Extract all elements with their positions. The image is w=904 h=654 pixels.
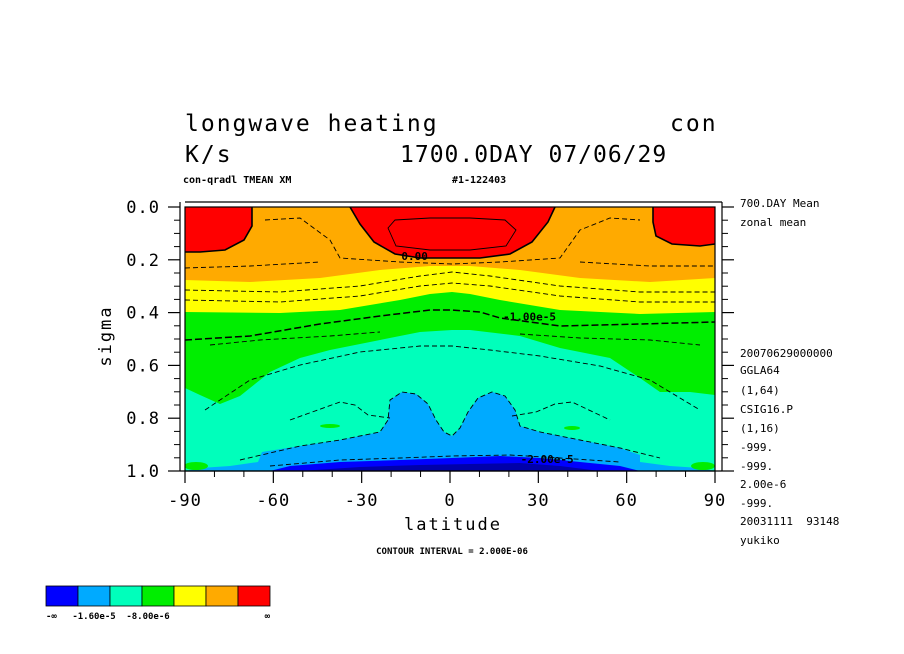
y-tick-label: 0.6 bbox=[126, 356, 160, 376]
side-info-line: (1,16) bbox=[740, 422, 780, 435]
plot-area: 0.00 -1.00e-5 -2.00e-5 -90 -60 -30 0 30 60 90 0.… bbox=[126, 198, 734, 511]
x-axis: -90 -60 -30 0 30 60 90 bbox=[168, 471, 726, 511]
y-tick-label: 0.2 bbox=[126, 251, 160, 271]
colorbar-swatch bbox=[45, 585, 79, 607]
colorbar-swatch bbox=[237, 585, 271, 607]
contour-label: 0.00 bbox=[401, 250, 428, 263]
chart-title: longwave heating bbox=[185, 111, 439, 137]
x-tick-label: 30 bbox=[527, 491, 549, 511]
band-lightblue bbox=[185, 392, 715, 471]
side-info-line: -999. bbox=[740, 441, 773, 454]
contour-neg-a bbox=[264, 217, 641, 265]
colorbar-swatch bbox=[205, 585, 239, 607]
y-axis-title: sigma bbox=[96, 305, 116, 366]
contour-label: -1.00e-5 bbox=[503, 311, 556, 324]
side-info-line: 700.DAY Mean bbox=[740, 197, 819, 210]
band-red-right bbox=[653, 207, 715, 246]
x-tick-label: 60 bbox=[615, 491, 637, 511]
y-axis: 0.0 0.2 0.4 0.6 0.8 1.0 bbox=[126, 198, 734, 482]
contour-neg-b bbox=[185, 261, 715, 269]
colorbar-label: -∞ bbox=[46, 612, 57, 622]
band-green-blob-left bbox=[185, 462, 208, 470]
contour-neg-j bbox=[269, 454, 621, 467]
side-info-line: -999. bbox=[740, 460, 773, 473]
colorbar-swatch bbox=[141, 585, 175, 607]
contour-neg-c bbox=[185, 271, 715, 293]
x-tick-label: -90 bbox=[168, 491, 202, 511]
band-green-blob-right bbox=[691, 462, 715, 470]
contour-neg-f bbox=[209, 331, 701, 346]
x-tick-label: 90 bbox=[704, 491, 726, 511]
x-axis-title: latitude bbox=[404, 515, 502, 535]
contour-zero-right bbox=[652, 207, 715, 247]
band-green-blob-mid bbox=[320, 424, 340, 428]
colorbar: -∞ -1.60e-5 -8.00e-6 ∞ bbox=[45, 585, 271, 622]
contour-neg-g bbox=[204, 345, 701, 411]
band-green-blob-mid2 bbox=[564, 426, 580, 430]
y-tick-label: 0.4 bbox=[126, 304, 160, 324]
contour-neg-i bbox=[239, 391, 661, 461]
side-info-line: 20070629000000 bbox=[740, 347, 833, 360]
run-id-label: #1-122403 bbox=[452, 175, 506, 186]
contour-zero-center bbox=[349, 207, 556, 259]
units-label: K/s bbox=[185, 142, 233, 168]
side-info-line: yukiko bbox=[740, 534, 780, 547]
colorbar-swatch bbox=[77, 585, 111, 607]
colorbar-label: -1.60e-5 bbox=[72, 612, 115, 622]
band-red-left bbox=[185, 207, 252, 252]
side-info-line: 20031111 93148 bbox=[740, 515, 839, 528]
colorbar-swatch bbox=[109, 585, 143, 607]
colorbar-swatch bbox=[173, 585, 207, 607]
time-label: 1700.0DAY 07/06/29 bbox=[400, 142, 667, 168]
colorbar-label: -8.00e-6 bbox=[126, 612, 169, 622]
contour-neg-e bbox=[185, 309, 715, 341]
side-info-line: -999. bbox=[740, 497, 773, 510]
side-info-line: zonal mean bbox=[740, 216, 806, 229]
variable-label: con-qradl TMEAN XM bbox=[183, 175, 291, 186]
colorbar-label: ∞ bbox=[265, 612, 271, 622]
chart-title-right: con bbox=[670, 111, 718, 137]
contour-labels: 0.00 -1.00e-5 -2.00e-5 bbox=[401, 250, 573, 466]
side-info-line: CSIG16.P bbox=[740, 403, 793, 416]
contour-positive-inner bbox=[387, 217, 517, 251]
contour-zero-left bbox=[185, 207, 253, 253]
y-tick-label: 1.0 bbox=[126, 462, 160, 482]
x-tick-label: -60 bbox=[256, 491, 290, 511]
y-tick-label: 0.8 bbox=[126, 409, 160, 429]
contour-interval-label: CONTOUR INTERVAL = 2.000E-06 bbox=[376, 547, 528, 557]
side-info-line: 2.00e-6 bbox=[740, 478, 786, 491]
side-info-panel: 700.DAY Mean zonal mean 20070629000000 GGLA… bbox=[740, 197, 839, 547]
side-info-line: GGLA64 bbox=[740, 364, 780, 377]
contour-neg-h bbox=[289, 401, 611, 421]
side-info-line: (1,64) bbox=[740, 384, 780, 397]
band-darkblue-core bbox=[300, 463, 600, 471]
contour-neg-d bbox=[185, 282, 715, 303]
x-tick-label: -30 bbox=[345, 491, 379, 511]
y-tick-label: 0.0 bbox=[126, 198, 160, 218]
contour-label: -2.00e-5 bbox=[521, 453, 574, 466]
x-tick-label: 0 bbox=[444, 491, 455, 511]
